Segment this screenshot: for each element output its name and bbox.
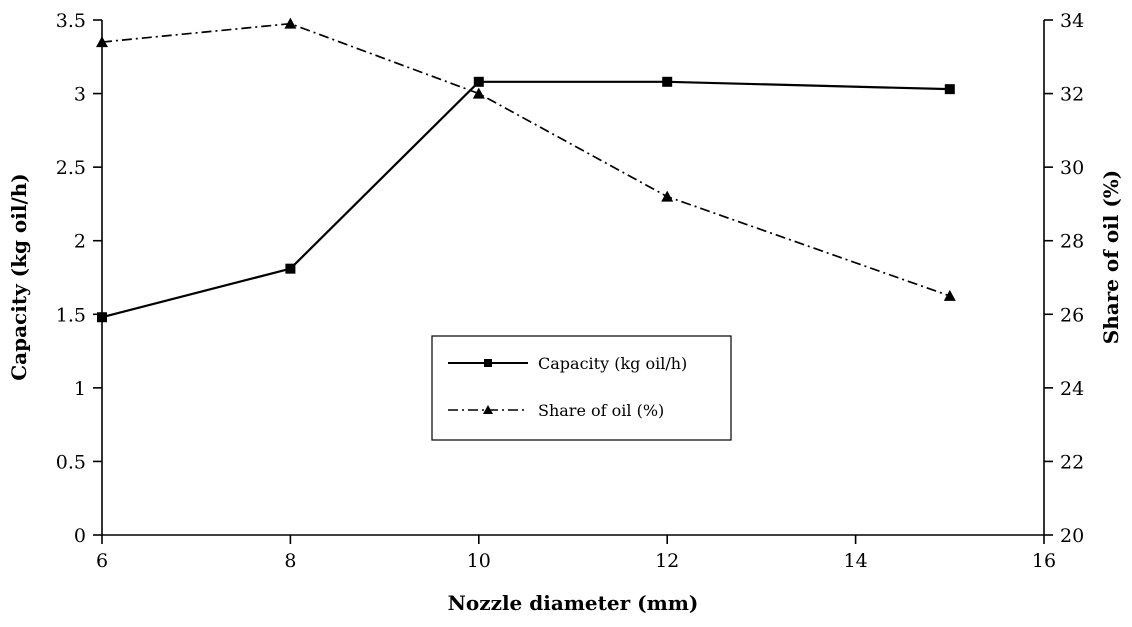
left-y-tick-label: 1 bbox=[74, 378, 86, 400]
data-point-square bbox=[285, 263, 296, 274]
legend-item-capacity: Capacity (kg oil/h) bbox=[448, 354, 687, 373]
right-y-tick-label: 28 bbox=[1060, 231, 1084, 253]
right-y-tick-label: 30 bbox=[1060, 157, 1084, 179]
legend-label-capacity: Capacity (kg oil/h) bbox=[538, 354, 687, 373]
series-line bbox=[101, 22, 951, 297]
right-y-tick-label: 34 bbox=[1060, 10, 1084, 32]
x-tick-label: 8 bbox=[284, 550, 296, 572]
left-y-tick-label: 1.5 bbox=[56, 304, 86, 326]
series-share-of-oil bbox=[96, 17, 956, 301]
data-point-triangle bbox=[96, 36, 108, 48]
series-line bbox=[101, 80, 950, 319]
right-y-tick-label: 26 bbox=[1060, 304, 1084, 326]
right-y-tick-label: 20 bbox=[1060, 525, 1084, 547]
x-axis-title: Nozzle diameter (mm) bbox=[448, 591, 699, 615]
x-tick-label: 10 bbox=[467, 550, 491, 572]
right-y-axis-title: Share of oil (%) bbox=[1099, 170, 1123, 345]
data-point-square bbox=[97, 312, 107, 323]
right-y-tick-label: 24 bbox=[1060, 378, 1084, 400]
legend: Capacity (kg oil/h) Share of oil (%) bbox=[431, 335, 732, 441]
x-tick-label: 12 bbox=[655, 550, 679, 572]
series-layer bbox=[96, 17, 956, 323]
series-capacity bbox=[97, 76, 955, 323]
left-y-tick-label: 0 bbox=[74, 525, 86, 547]
left-y-tick-label: 2.5 bbox=[56, 157, 86, 179]
data-point-triangle bbox=[472, 87, 485, 99]
left-y-tick-label: 3.5 bbox=[56, 10, 86, 32]
left-y-tick-label: 2 bbox=[74, 231, 86, 253]
data-point-triangle bbox=[661, 190, 674, 202]
right-y-tick-label: 22 bbox=[1060, 451, 1084, 473]
data-point-square bbox=[473, 76, 484, 87]
right-y-tick-label: 32 bbox=[1060, 84, 1084, 106]
x-ticks: 6 8 10 12 14 16 bbox=[96, 535, 1056, 572]
left-y-tick-label: 0.5 bbox=[56, 451, 86, 473]
left-y-axis-title: Capacity (kg oil/h) bbox=[7, 173, 31, 381]
data-point-triangle bbox=[284, 17, 297, 29]
left-y-ticks: 0 0.5 1 1.5 2 2.5 3 3.5 bbox=[56, 10, 102, 547]
x-tick-label: 16 bbox=[1032, 550, 1056, 572]
legend-marker-triangle bbox=[483, 405, 493, 414]
data-point-square bbox=[662, 76, 673, 87]
left-y-tick-label: 3 bbox=[74, 84, 86, 106]
right-y-ticks: 20 22 24 26 28 30 32 34 bbox=[1044, 10, 1084, 547]
x-tick-label: 6 bbox=[96, 550, 108, 572]
plot-area bbox=[101, 20, 1045, 536]
data-point-square bbox=[944, 84, 955, 95]
x-tick-label: 14 bbox=[844, 550, 868, 572]
data-point-triangle bbox=[943, 289, 956, 301]
legend-box bbox=[431, 335, 732, 441]
legend-item-share: Share of oil (%) bbox=[448, 401, 664, 420]
legend-label-share: Share of oil (%) bbox=[538, 401, 664, 420]
legend-marker-square bbox=[484, 359, 492, 367]
